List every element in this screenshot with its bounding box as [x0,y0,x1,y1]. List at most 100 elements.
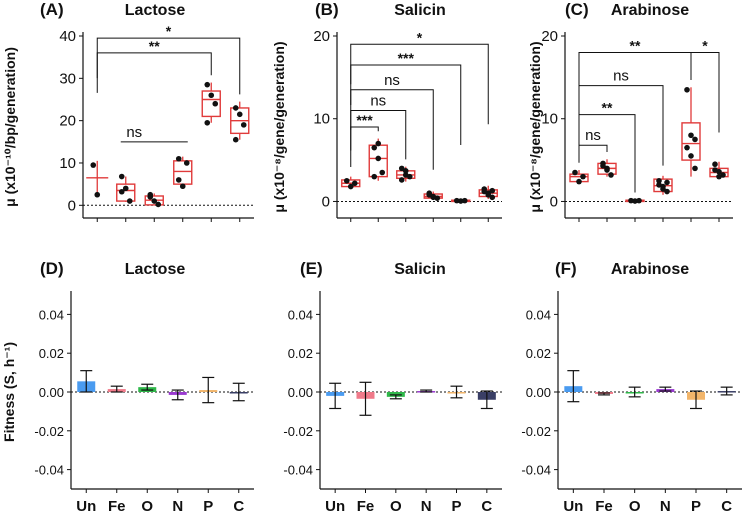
significance-bracket: *** [350,50,462,145]
group-o [144,191,164,208]
y-tick-label: -0.02 [283,424,313,439]
data-point [664,179,670,186]
data-point [572,169,578,176]
box [116,183,136,202]
data-point [240,122,247,128]
panel-label: (E) [300,259,323,278]
bar-group-un [77,370,96,393]
panel-label: (C) [565,0,589,19]
x-tick-label: P [451,498,461,515]
y-tick-label: -0.02 [521,424,551,439]
y-axis-label: μ (x10⁻¹⁰/bp/generation) [2,47,18,207]
data-point [600,163,606,169]
bar-group-un [326,382,345,410]
x-tick-label: Fe [595,498,613,515]
data-point [398,177,405,183]
significance-label: * [166,23,172,39]
data-point [688,132,694,139]
data-point [379,169,386,176]
y-tick-label: 10 [59,155,76,172]
bar-group-o [625,386,644,398]
x-tick-label: Fe [357,498,375,515]
panel-title: Lactose [125,261,186,278]
bar-group-un [564,370,583,403]
significance-label: *** [356,112,373,128]
data-point [212,100,219,107]
x-tick-label: C [721,498,732,515]
significance-label: * [702,38,708,54]
data-point [660,183,666,190]
y-tick-label: -0.04 [34,463,64,478]
x-tick-label: O [390,498,402,515]
data-point [716,173,722,180]
data-point [684,144,690,151]
panel-title: Lactose [125,2,186,19]
data-point [692,165,698,172]
group-c [709,161,729,180]
bracket-line [350,126,379,167]
bar-group-o [138,383,157,392]
group-un [569,169,589,185]
group-c [230,101,250,143]
data-point [608,172,614,178]
group-fe [116,173,136,204]
significance-label: ns [384,72,400,89]
panel-label: (B) [315,0,339,19]
panel-label: (A) [40,0,64,19]
y-tick-label: 30 [59,70,76,87]
group-o [625,197,645,204]
bracket-line [350,43,489,125]
data-point [208,92,215,99]
x-tick-label: N [172,498,183,515]
y-tick-label: 0.04 [288,307,313,322]
significance-bracket: * [96,23,241,95]
significance-label: ** [149,38,160,54]
data-point [684,86,690,93]
significance-label: ** [630,38,641,54]
panel-f: (F) Arabinose 0.04 0.02 0.00 -0.02 -0.04 Un Fe O N… [521,259,742,515]
bar-group-o [386,392,405,400]
x-tick-label: P [691,498,701,515]
y-tick-label: -0.04 [283,463,313,478]
data-point [371,173,378,180]
data-point [402,168,409,174]
data-point [232,105,239,111]
group-n [173,155,193,190]
significance-label: ** [602,100,613,116]
data-point [122,185,129,192]
y-tick-label: 10 [313,111,330,128]
x-tick-label: Fe [108,498,126,515]
significance-bracket: *** [350,112,379,167]
y-tick-label: 20 [59,113,76,130]
bar-group-c [477,390,496,410]
significance-bracket: * [690,38,720,133]
data-point [580,173,586,180]
bracket-line [96,52,212,93]
group-un [341,176,361,190]
y-tick-label: 0 [322,193,330,210]
bracket-line [350,64,462,145]
data-point [430,194,437,201]
group-o [396,165,416,183]
data-point [375,140,382,147]
data-point [489,194,496,201]
bar-group-p [199,376,218,404]
y-tick-label: 20 [541,28,558,45]
y-tick-label: 0.02 [526,346,551,361]
panels: (A) Lactose μ (x10⁻¹⁰/bp/generation) 0 10 20 3… [1,0,742,515]
data-point [426,192,433,198]
data-point [688,153,694,159]
bar-group-c [717,386,736,396]
data-point [347,183,354,190]
data-point [604,165,610,172]
x-tick-label: N [421,498,432,515]
y-tick-label: 0.02 [39,346,64,361]
data-point [375,155,382,162]
data-point [147,194,154,200]
y-tick-label: 0.00 [39,385,64,400]
y-tick-label: 20 [313,28,330,45]
data-point [204,81,211,88]
y-tick-label: 0.00 [526,385,551,400]
x-tick-label: Un [76,498,96,515]
